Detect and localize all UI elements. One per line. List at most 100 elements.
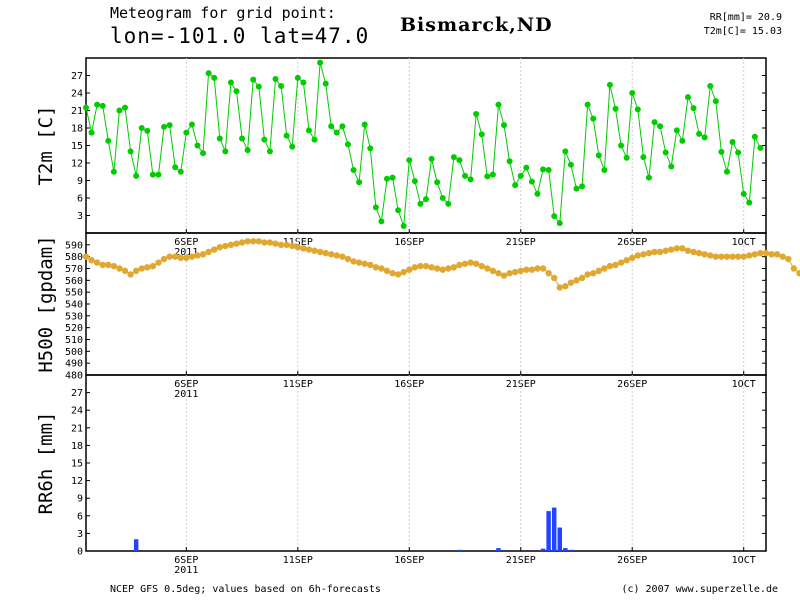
h500-point xyxy=(617,259,625,266)
t2m-point xyxy=(434,179,441,186)
t2m-point xyxy=(651,119,658,126)
t2m-point xyxy=(528,178,535,185)
t2m-point xyxy=(707,83,714,89)
h500-point xyxy=(450,264,458,271)
t2m-point xyxy=(149,171,156,178)
t2m-point xyxy=(378,218,385,225)
t2m-point xyxy=(679,137,686,144)
h500-point xyxy=(500,272,508,279)
t2m-point xyxy=(467,176,474,183)
h500-point xyxy=(539,265,547,272)
t2m-point xyxy=(618,142,625,149)
t2m-point xyxy=(188,121,195,128)
h500-point xyxy=(205,248,212,256)
h500-point xyxy=(545,270,552,277)
y-tick-label: 0 xyxy=(77,547,83,558)
h500-point xyxy=(311,247,318,254)
t2m-point xyxy=(439,195,446,201)
h500-point xyxy=(751,251,759,258)
rr6h-bar xyxy=(133,539,139,551)
h500-point xyxy=(461,260,469,267)
t2m-point xyxy=(668,163,675,170)
t2m-point xyxy=(383,175,390,182)
t2m-point xyxy=(166,122,173,129)
y-tick-label: 3 xyxy=(77,211,83,222)
y-tick-label: 490 xyxy=(65,359,83,370)
h500-point xyxy=(495,270,502,277)
h500-point xyxy=(701,251,708,258)
h500-point xyxy=(590,270,597,277)
rr6h-bar xyxy=(568,549,574,551)
t2m-point xyxy=(99,102,106,109)
t2m-point xyxy=(590,115,597,122)
t2m-point xyxy=(645,174,652,181)
h500-point xyxy=(300,245,307,252)
h500-point xyxy=(785,255,792,263)
title-line-2: lon=-101.0 lat=47.0 xyxy=(110,24,370,48)
h500-point xyxy=(472,260,480,267)
h500-point xyxy=(734,253,742,260)
h500-point xyxy=(656,248,664,256)
t2m-point xyxy=(601,167,608,173)
t2m-point xyxy=(227,79,234,86)
h500-point xyxy=(690,248,697,256)
y-tick-label: 12 xyxy=(71,476,83,487)
t2m-point xyxy=(723,168,730,175)
t2m-point xyxy=(484,173,491,180)
t2m-point xyxy=(623,154,630,161)
t2m-point xyxy=(506,158,513,165)
t2m-point xyxy=(417,200,424,207)
t2m-point xyxy=(155,171,162,178)
t2m-point xyxy=(372,204,379,211)
h500-point xyxy=(556,284,563,291)
y-tick-label: 9 xyxy=(77,176,83,187)
t2m-point xyxy=(177,168,184,175)
h500-point xyxy=(489,267,497,275)
y-tick-label: 3 xyxy=(77,529,83,540)
t2m-point xyxy=(740,190,747,197)
h500-point xyxy=(283,241,290,249)
h500-point xyxy=(339,253,346,260)
t2m-point xyxy=(551,213,558,220)
h500-point xyxy=(712,253,720,260)
t2m-point xyxy=(595,152,602,159)
t2m-point xyxy=(684,94,691,101)
h500-point xyxy=(428,264,435,271)
h500-point xyxy=(210,246,218,253)
t2m-series-line xyxy=(85,62,761,227)
t2m-point xyxy=(350,167,357,173)
h500-point xyxy=(266,239,274,246)
h500-point xyxy=(790,265,798,272)
t2m-point xyxy=(266,148,273,155)
h500-point xyxy=(88,257,95,264)
h500-point xyxy=(796,270,800,277)
t2m-point xyxy=(462,172,469,179)
h500-point xyxy=(673,245,681,252)
t2m-point xyxy=(333,129,340,136)
y-axis-title: RR6h [mm] xyxy=(35,412,57,515)
t2m-point xyxy=(512,182,519,189)
t2m-point xyxy=(751,133,758,140)
rr6h-bar xyxy=(546,511,551,551)
h500-point xyxy=(746,252,753,259)
y-tick-label: 6 xyxy=(77,511,83,522)
rr6h-bar xyxy=(563,548,568,551)
h500-point xyxy=(640,251,647,258)
y-tick-label: 530 xyxy=(65,311,83,322)
t2m-point xyxy=(105,137,112,144)
t2m-point xyxy=(534,190,541,197)
h500-point xyxy=(439,266,446,273)
t2m-point xyxy=(222,148,229,155)
h500-point xyxy=(93,259,101,266)
h500-point xyxy=(528,266,536,273)
t2m-point xyxy=(244,147,251,154)
t2m-point xyxy=(133,172,140,179)
t2m-point xyxy=(367,145,374,152)
rr6h-bar xyxy=(551,507,557,551)
h500-point xyxy=(105,261,112,269)
t2m-point xyxy=(200,150,207,157)
t2m-point xyxy=(272,76,279,82)
x-tick-label: 21SEP xyxy=(506,555,536,566)
t2m-point xyxy=(311,136,318,143)
